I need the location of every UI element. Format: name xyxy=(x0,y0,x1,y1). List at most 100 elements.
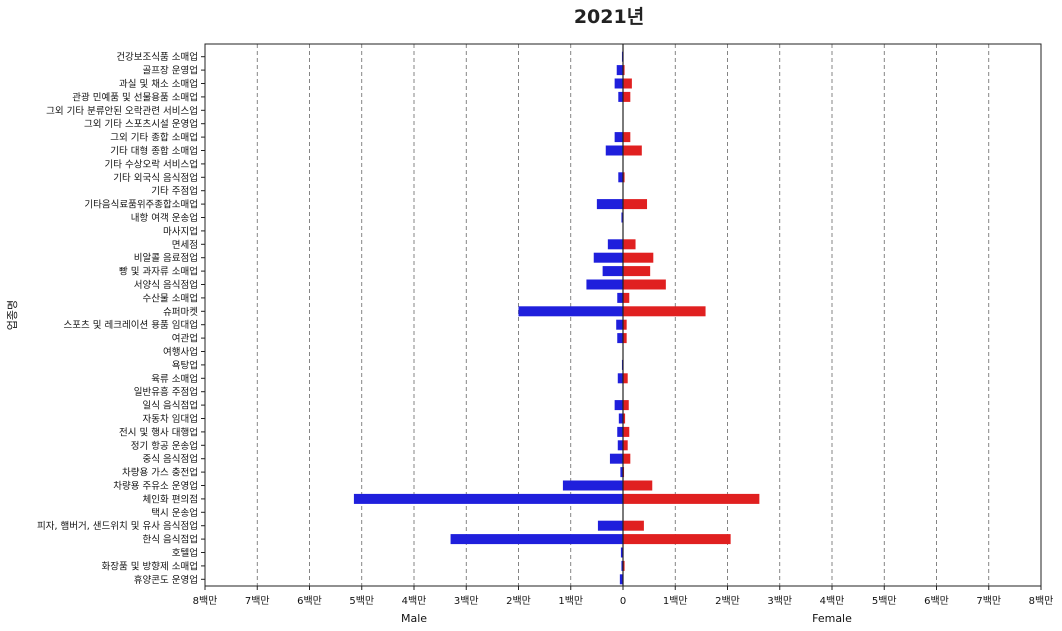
female-bar xyxy=(623,306,706,317)
male-bar xyxy=(616,65,623,76)
male-bar xyxy=(618,413,623,424)
female-bar xyxy=(623,480,653,491)
male-bar xyxy=(619,574,623,585)
female-bar xyxy=(623,400,629,411)
female-bar xyxy=(623,319,627,330)
female-bar xyxy=(623,413,626,424)
category-label: 차량용 가스 충전업 xyxy=(122,467,198,479)
female-bar xyxy=(623,239,636,250)
male-bar xyxy=(586,279,623,290)
female-bar xyxy=(623,493,760,504)
category-label: 체인화 편의점 xyxy=(143,493,198,505)
category-label: 기타 주점업 xyxy=(151,185,198,197)
x-tick-label: 7백만 xyxy=(245,595,270,607)
female-bar xyxy=(623,266,651,277)
female-bar xyxy=(623,65,625,76)
x-tick-label: 3백만 xyxy=(767,595,792,607)
male-bar xyxy=(620,547,623,558)
male-bar xyxy=(621,212,623,223)
female-bar xyxy=(623,560,625,571)
male-bar xyxy=(617,292,623,303)
x-tick-label: 2백만 xyxy=(506,595,531,607)
female-bar xyxy=(623,279,666,290)
x-tick-label: 5백만 xyxy=(349,595,374,607)
category-label: 피자, 햄버거, 샌드위치 및 유사 음식점업 xyxy=(37,520,198,532)
male-bar xyxy=(618,91,623,102)
category-label: 휴양콘도 운영업 xyxy=(134,574,198,586)
male-bar xyxy=(607,239,623,250)
category-label: 내항 여객 운송업 xyxy=(131,212,198,224)
female-bar xyxy=(623,333,627,344)
category-label: 수산물 소매업 xyxy=(143,292,198,304)
x-tick-label: 1백만 xyxy=(663,595,688,607)
female-bar xyxy=(623,172,625,183)
category-label: 그외 기타 종합 소매업 xyxy=(110,132,198,144)
female-bar xyxy=(623,199,648,210)
male-bar xyxy=(614,400,623,411)
male-bar xyxy=(593,252,623,263)
male-bar xyxy=(605,145,623,156)
x-tick-label: 0 xyxy=(620,596,626,607)
male-bar xyxy=(618,172,623,183)
male-bar xyxy=(518,306,623,317)
category-label: 기타음식료품위주종합소매업 xyxy=(84,199,198,211)
x-tick-labels: 8백만 7백만 6백만 5백만 4백만 3백만 2백만 1백만 0 1백만 2백만 3백만 4백만 5백만… xyxy=(193,586,1054,607)
female-bar xyxy=(623,534,731,545)
male-bar xyxy=(617,333,623,344)
category-label: 서양식 음식점업 xyxy=(134,279,198,291)
category-label: 한식 음식점업 xyxy=(143,534,198,546)
male-bar xyxy=(616,319,623,330)
male-bar xyxy=(614,132,623,143)
male-bar xyxy=(450,534,623,545)
x-tick-label: 8백만 xyxy=(1029,595,1054,607)
x-tick-label: 6백만 xyxy=(297,595,322,607)
male-bar xyxy=(602,266,623,277)
category-label: 욕탕업 xyxy=(172,359,198,371)
female-bar xyxy=(623,145,642,156)
category-label: 자동차 임대업 xyxy=(143,413,198,425)
x-tick-label: 4백만 xyxy=(820,595,845,607)
female-bar xyxy=(623,426,630,437)
male-bar xyxy=(617,373,623,384)
category-label: 빵 및 과자류 소매업 xyxy=(119,266,198,278)
female-bar xyxy=(623,373,628,384)
female-bar xyxy=(623,292,630,303)
chart-title: 2021년 xyxy=(574,6,644,28)
x-tick-label: 5백만 xyxy=(872,595,897,607)
category-label: 여관업 xyxy=(172,333,198,345)
x-tick-label: 3백만 xyxy=(454,595,479,607)
category-label: 일식 음식점업 xyxy=(143,400,198,412)
male-bar xyxy=(620,467,623,478)
category-label: 비알콜 음료점업 xyxy=(134,252,198,264)
female-bar xyxy=(623,453,631,464)
male-bar xyxy=(597,520,623,531)
category-label: 그외 기타 스포츠시설 운영업 xyxy=(84,118,198,130)
male-bar xyxy=(617,440,623,451)
category-label: 택시 운송업 xyxy=(151,507,198,519)
category-label: 슈퍼마켓 xyxy=(163,307,198,318)
category-label: 기타 수상오락 서비스업 xyxy=(105,158,198,170)
male-bar xyxy=(614,78,623,89)
female-bar xyxy=(623,78,632,89)
male-bar xyxy=(562,480,623,491)
category-label: 면세점 xyxy=(172,239,198,251)
category-label: 골프장 운영업 xyxy=(143,65,198,77)
x-axis-label-male: Male xyxy=(401,612,427,625)
x-tick-label: 4백만 xyxy=(402,595,427,607)
female-bar xyxy=(623,132,631,143)
female-bar xyxy=(623,252,654,263)
category-label: 육류 소매업 xyxy=(151,373,198,385)
category-label: 차량용 주유소 운영업 xyxy=(113,480,198,492)
female-bar xyxy=(623,440,628,451)
category-label: 기타 외국식 음식점업 xyxy=(113,172,198,184)
category-label: 중식 음식점업 xyxy=(143,453,198,465)
category-label: 건강보조식품 소매업 xyxy=(116,51,198,63)
x-tick-label: 8백만 xyxy=(193,595,218,607)
male-bar xyxy=(596,199,623,210)
category-label: 스포츠 및 레크레이션 용품 임대업 xyxy=(64,319,198,331)
category-label: 정기 항공 운송업 xyxy=(131,440,198,452)
male-bar xyxy=(621,560,623,571)
male-bar xyxy=(617,426,623,437)
